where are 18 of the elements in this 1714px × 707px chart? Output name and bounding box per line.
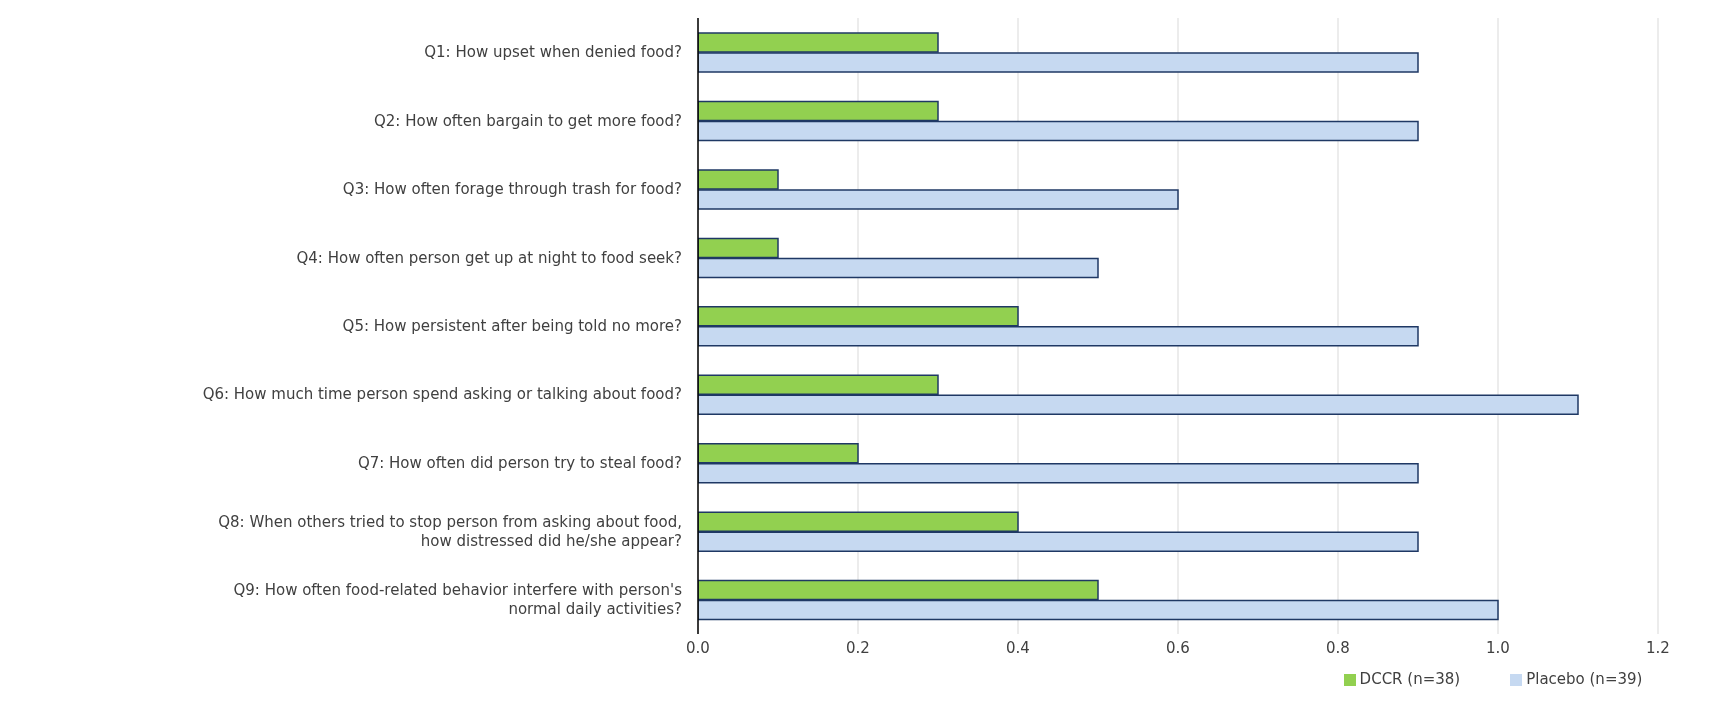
y-tick-label: Q8: When others tried to stop person from asking about food, how distressed did he/she appear? [218,512,682,550]
x-tick-label: 1.0 [1486,638,1510,657]
y-tick-label: Q3: How often forage through trash for food? [342,179,682,198]
x-tick-label: 0.8 [1326,638,1350,657]
x-tick-label: 0.2 [846,638,870,657]
x-tick-label: 0.6 [1166,638,1190,657]
y-tick-label: Q6: How much time person spend asking or talking about food? [202,384,682,403]
x-tick-label: 1.2 [1646,638,1670,657]
y-tick-label: Q2: How often bargain to get more food? [374,111,682,130]
y-tick-label: Q4: How often person get up at night to food seek? [296,248,682,267]
x-tick-label: 0.4 [1006,638,1030,657]
legend-label: Placebo (n=39) [1526,670,1643,688]
x-tick-label: 0.0 [686,638,710,657]
y-tick-label: Q7: How often did person try to steal food? [357,453,682,472]
y-tick-label: Q1: How upset when denied food? [424,42,682,61]
legend-label: DCCR (n=38) [1359,670,1461,688]
y-tick-label: Q5: How persistent after being told no more? [342,316,682,335]
y-tick-label: Q9: How often food-related behavior interfere with person's normal daily activities? [233,580,683,618]
